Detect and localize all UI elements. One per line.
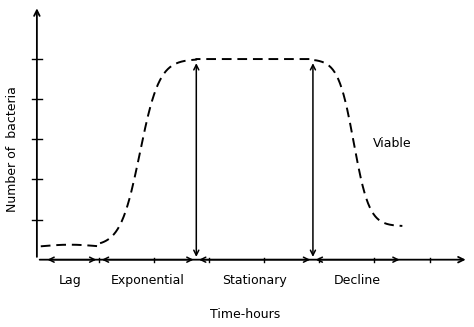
Text: Decline: Decline [334,274,381,287]
Y-axis label: Number of  bacteria: Number of bacteria [6,86,18,212]
X-axis label: Time-hours: Time-hours [210,308,280,321]
Text: Viable: Viable [373,137,412,150]
Text: Stationary: Stationary [222,274,287,287]
Text: Exponential: Exponential [111,274,185,287]
Text: Lag: Lag [59,274,82,287]
